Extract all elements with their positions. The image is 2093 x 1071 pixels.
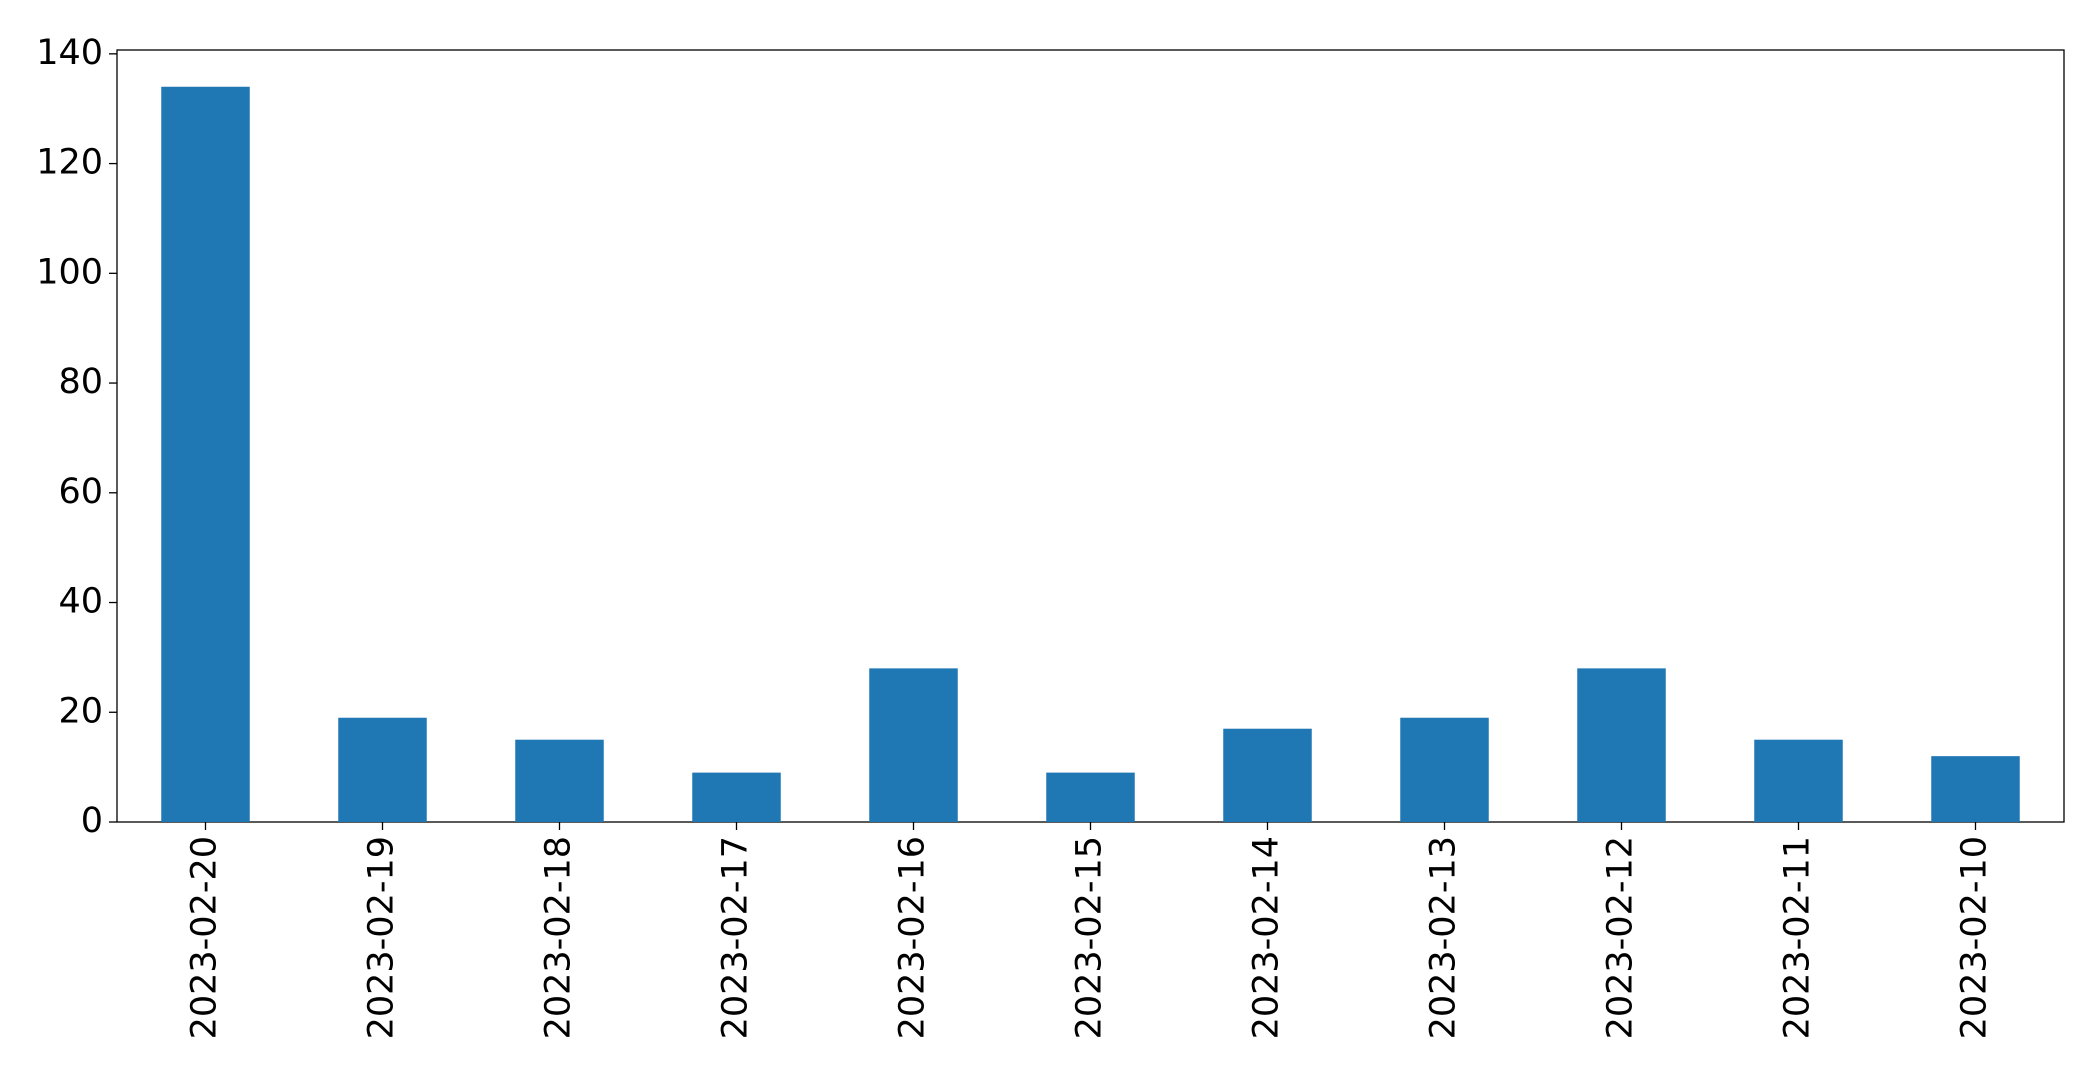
bar xyxy=(1931,756,2020,822)
x-tick-label: 2023-02-20 xyxy=(185,836,225,1039)
y-tick-label: 60 xyxy=(58,472,103,512)
y-tick-label: 100 xyxy=(36,252,103,292)
y-tick-label: 80 xyxy=(58,362,103,402)
bar xyxy=(692,772,781,822)
plot-frame xyxy=(116,49,2065,823)
x-tick-label: 2023-02-15 xyxy=(1070,836,1110,1039)
y-tick-label: 140 xyxy=(36,33,103,73)
bar xyxy=(869,668,958,822)
x-tick-label: 2023-02-17 xyxy=(716,836,756,1039)
bar xyxy=(1400,717,1489,822)
y-tick-label: 0 xyxy=(81,801,103,841)
x-tick-label: 2023-02-13 xyxy=(1424,836,1464,1039)
bar xyxy=(515,739,604,822)
x-tick-label: 2023-02-19 xyxy=(362,836,402,1039)
bar xyxy=(161,86,250,822)
y-tick-label: 40 xyxy=(58,582,103,622)
x-tick-label: 2023-02-14 xyxy=(1247,836,1287,1039)
y-tick-label: 20 xyxy=(58,691,103,731)
bar xyxy=(1754,739,1843,822)
x-tick-label: 2023-02-12 xyxy=(1601,836,1641,1039)
x-tick-label: 2023-02-10 xyxy=(1955,836,1995,1039)
bar xyxy=(1577,668,1666,822)
x-tick-label: 2023-02-11 xyxy=(1778,836,1818,1039)
bar xyxy=(1223,728,1312,822)
x-tick-label: 2023-02-18 xyxy=(539,836,579,1039)
bar xyxy=(338,717,427,822)
bar xyxy=(1046,772,1135,822)
x-tick-label: 2023-02-16 xyxy=(893,836,933,1039)
y-tick-label: 120 xyxy=(36,143,103,183)
